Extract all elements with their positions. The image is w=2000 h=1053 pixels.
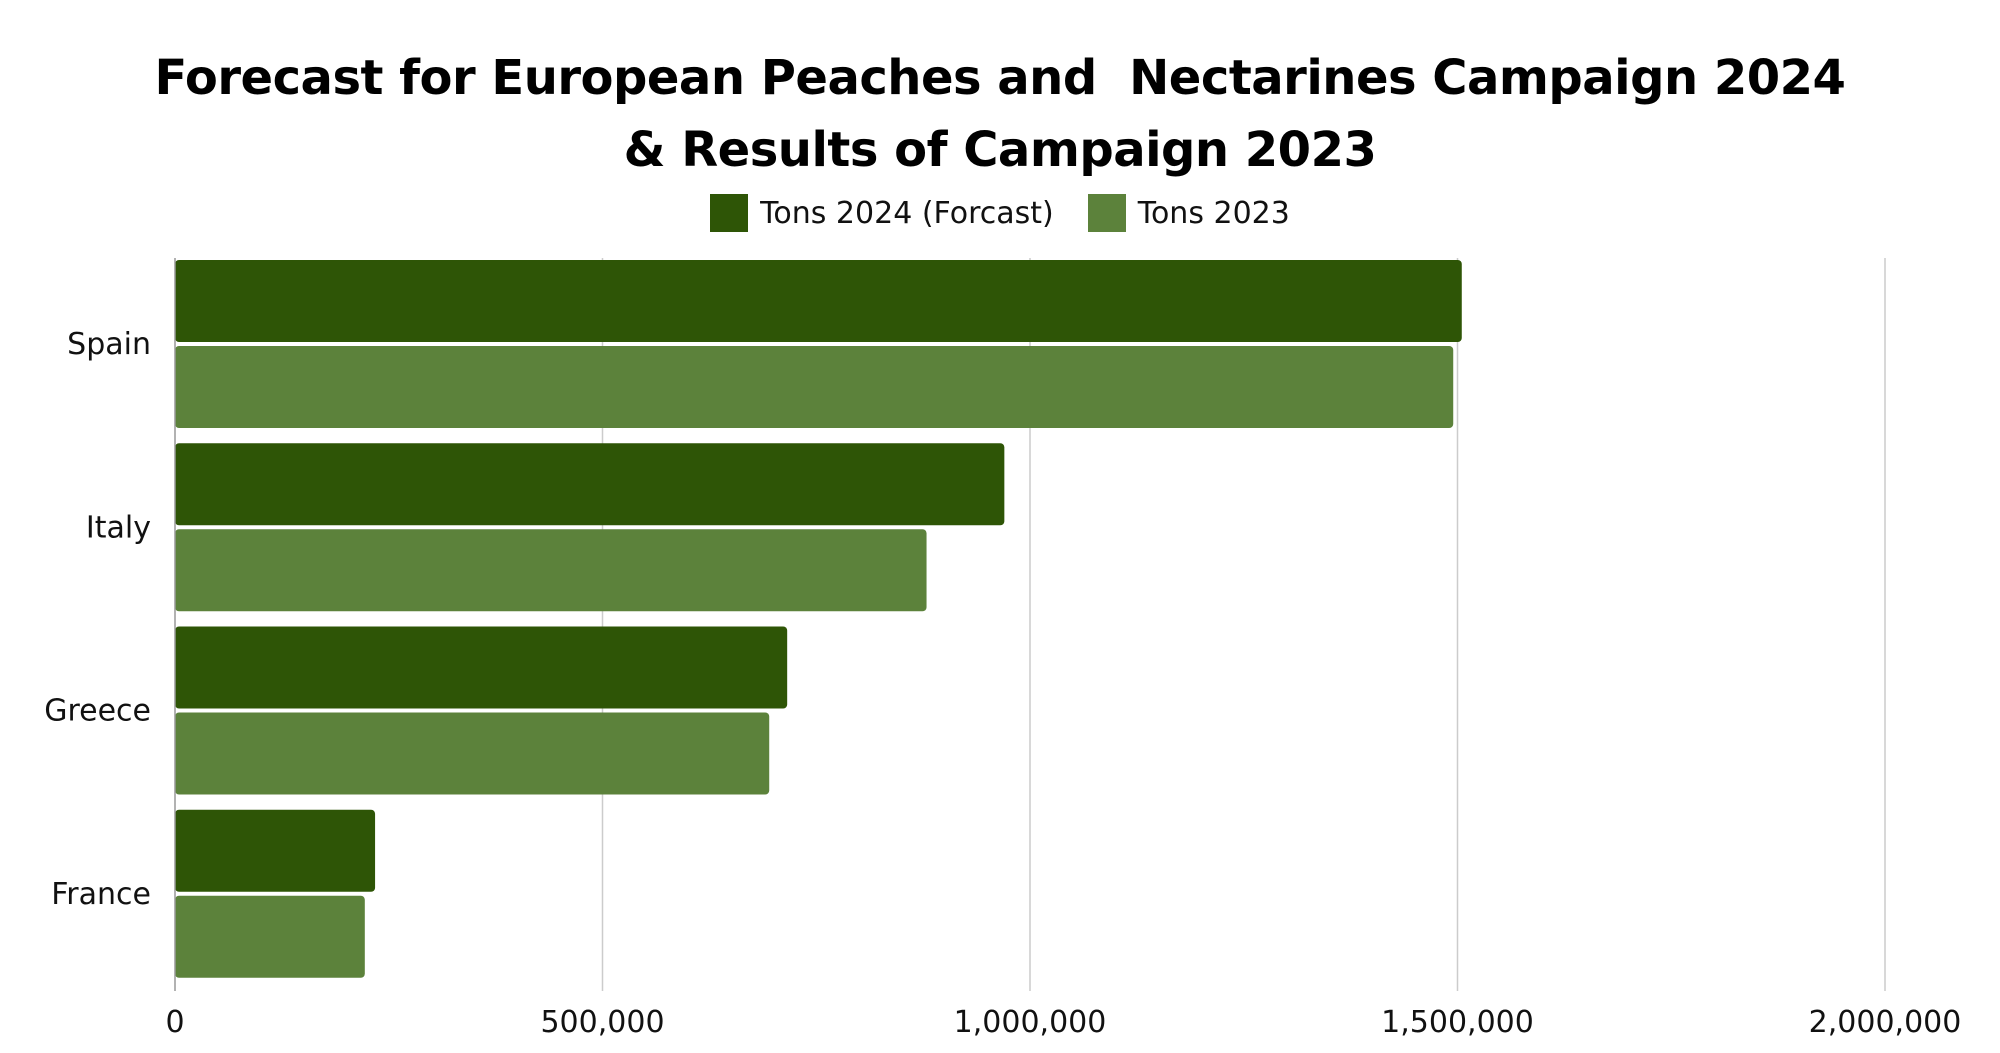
- legend-swatch-2023: [1087, 194, 1126, 232]
- bar-france-2024[interactable]: [175, 809, 376, 892]
- x-tick-label: 0: [165, 1005, 184, 1040]
- x-tick-label: 1,500,000: [1381, 1005, 1534, 1040]
- legend-label-2024: Tons 2024 (Forcast): [760, 195, 1054, 231]
- legend-item-2024[interactable]: Tons 2024 (Forcast): [710, 194, 1054, 232]
- chart-title: Forecast for European Peaches and Nectar…: [0, 42, 2000, 186]
- bar-spain-2023[interactable]: [175, 346, 1454, 428]
- bars: [175, 260, 1462, 978]
- axes: 0 500,000 1,000,000 1,500,000 2,000,000 Spain…: [44, 258, 1961, 1040]
- legend-item-2023[interactable]: Tons 2023: [1087, 194, 1290, 232]
- x-tick-label: 2,000,000: [1809, 1005, 1962, 1040]
- bar-italy-2023[interactable]: [175, 529, 927, 612]
- legend-swatch-2024: [710, 194, 749, 232]
- chart-title-line-1: Forecast for European Peaches and Nectar…: [154, 50, 1846, 106]
- y-category-label: Spain: [67, 327, 151, 362]
- chart-legend: Tons 2024 (Forcast) Tons 2023: [0, 194, 2000, 232]
- y-category-label: France: [51, 877, 151, 912]
- bar-france-2023[interactable]: [175, 895, 365, 978]
- y-category-label: Italy: [86, 510, 151, 545]
- x-tick-label: 500,000: [540, 1005, 664, 1040]
- bar-spain-2024[interactable]: [175, 260, 1462, 342]
- x-tick-label: 1,000,000: [954, 1005, 1107, 1040]
- chart-title-line-2: & Results of Campaign 2023: [623, 122, 1377, 178]
- bar-greece-2023[interactable]: [175, 712, 770, 795]
- legend-label-2023: Tons 2023: [1137, 195, 1290, 231]
- bar-italy-2024[interactable]: [175, 443, 1005, 526]
- y-category-label: Greece: [44, 694, 151, 729]
- bar-greece-2024[interactable]: [175, 626, 788, 709]
